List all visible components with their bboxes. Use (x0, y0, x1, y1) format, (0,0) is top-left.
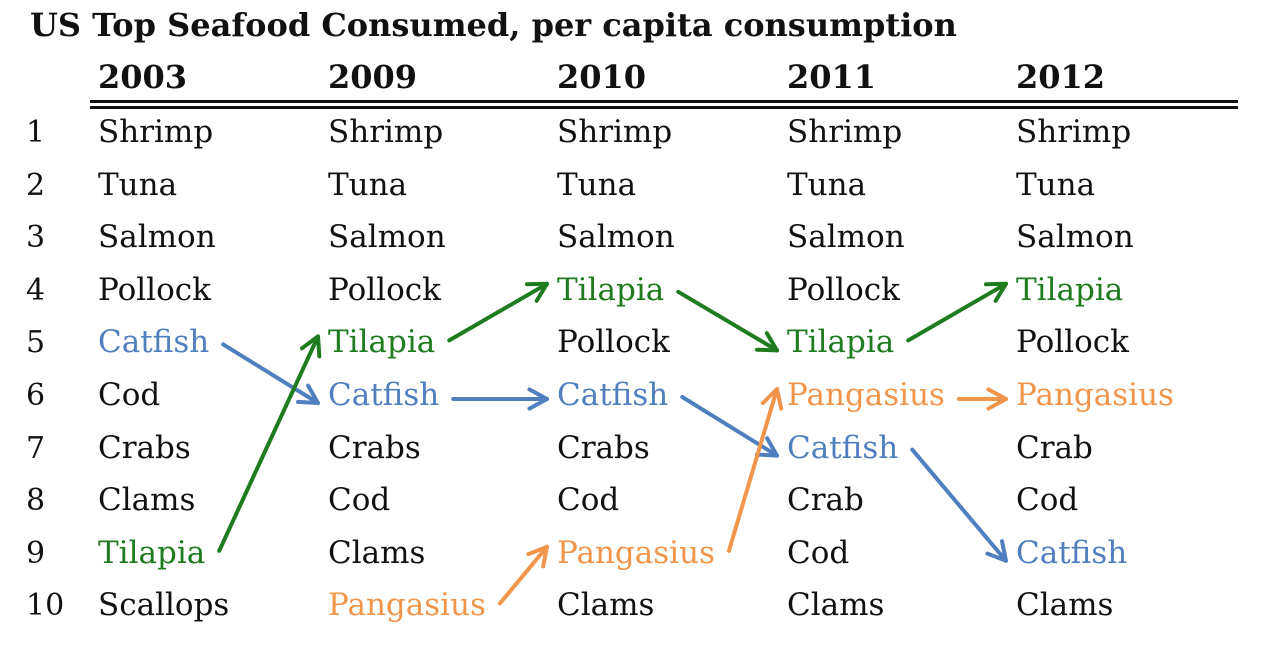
species-cell: Salmon (98, 219, 216, 256)
species-cell: Crabs (98, 429, 191, 466)
header-rule-top (90, 100, 1238, 103)
species-cell: Crab (787, 482, 864, 519)
rank-change-arrow (221, 342, 320, 405)
species-cell: Pangasius (328, 587, 486, 624)
year-header: 2003 (98, 58, 188, 96)
species-cell: Tuna (98, 166, 178, 203)
species-cell: Pangasius (1016, 377, 1174, 413)
species-cell: Clams (1016, 587, 1114, 624)
arrow-head (755, 331, 779, 353)
arrow-head (986, 387, 1008, 411)
species-cell: Clams (328, 534, 426, 571)
rank-change-arrow (447, 281, 549, 343)
rank-change-arrow (910, 447, 1008, 563)
species-cell: Cod (328, 482, 391, 519)
species-cell: Crabs (557, 429, 650, 466)
rank-number: 8 (26, 483, 46, 519)
species-cell: Cod (787, 534, 850, 571)
year-header: 2012 (1016, 58, 1106, 96)
arrow-head (299, 334, 322, 359)
arrow-head (985, 539, 1008, 563)
rank-change-arrow (497, 544, 549, 606)
arrow-head (755, 436, 779, 458)
species-cell: Pollock (787, 271, 900, 308)
species-cell: Catfish (1016, 534, 1128, 571)
species-cell: Salmon (787, 219, 905, 256)
species-cell: Shrimp (328, 114, 444, 150)
rank-number: 2 (26, 167, 46, 203)
species-cell: Catfish (787, 429, 899, 466)
arrow-head (760, 387, 784, 411)
species-cell: Cod (98, 377, 161, 413)
species-cell: Pollock (557, 324, 670, 361)
chart-title: US Top Seafood Consumed, per capita cons… (30, 6, 957, 44)
species-cell: Catfish (557, 377, 669, 413)
header-rule-bottom (90, 106, 1238, 109)
species-cell: Salmon (328, 219, 446, 256)
arrow-head (527, 387, 549, 411)
species-cell: Tuna (1016, 166, 1096, 203)
species-cell: Clams (557, 587, 655, 624)
rank-change-arrow (726, 387, 779, 553)
arrow-head (526, 544, 549, 569)
species-cell: Pollock (1016, 324, 1129, 361)
species-cell: Salmon (1016, 219, 1134, 256)
species-cell: Tuna (328, 166, 408, 203)
species-cell: Clams (98, 482, 196, 519)
species-cell: Crab (1016, 429, 1093, 466)
species-cell: Pangasius (787, 377, 945, 413)
year-header: 2010 (557, 58, 647, 96)
year-header: 2011 (787, 58, 877, 96)
species-cell: Shrimp (1016, 114, 1132, 150)
rank-change-arrow (217, 334, 320, 553)
species-cell: Crabs (328, 429, 421, 466)
species-cell: Tilapia (328, 324, 436, 361)
rank-change-arrow (906, 281, 1008, 343)
rank-number: 3 (26, 220, 46, 256)
rank-change-arrow (676, 289, 779, 353)
rank-number: 10 (26, 588, 65, 624)
species-cell: Tuna (557, 166, 637, 203)
arrow-head (296, 383, 320, 405)
rank-number: 4 (26, 272, 46, 308)
species-cell: Catfish (98, 324, 210, 361)
year-header: 2009 (328, 58, 418, 96)
species-cell: Clams (787, 587, 885, 624)
species-cell: Tilapia (557, 271, 665, 308)
species-cell: Tilapia (1016, 271, 1124, 308)
species-cell: Tilapia (98, 534, 206, 571)
rank-number: 7 (26, 430, 46, 466)
arrow-head (525, 281, 549, 303)
species-cell: Scallops (98, 587, 230, 624)
species-cell: Tilapia (787, 324, 895, 361)
species-cell: Pollock (328, 271, 441, 308)
species-cell: Shrimp (557, 114, 673, 150)
rank-number: 5 (26, 325, 46, 361)
rank-number: 1 (26, 115, 46, 150)
species-cell: Pollock (98, 271, 211, 308)
species-cell: Salmon (557, 219, 675, 256)
species-cell: Tuna (787, 166, 867, 203)
species-cell: Cod (557, 482, 620, 519)
rank-number: 9 (26, 535, 46, 571)
species-cell: Shrimp (787, 114, 903, 150)
species-cell: Catfish (328, 377, 440, 413)
species-cell: Shrimp (98, 114, 214, 150)
rank-number: 6 (26, 378, 46, 413)
species-cell: Cod (1016, 482, 1079, 519)
arrow-head (984, 281, 1008, 303)
species-cell: Pangasius (557, 534, 715, 571)
rank-change-arrow (680, 395, 779, 458)
